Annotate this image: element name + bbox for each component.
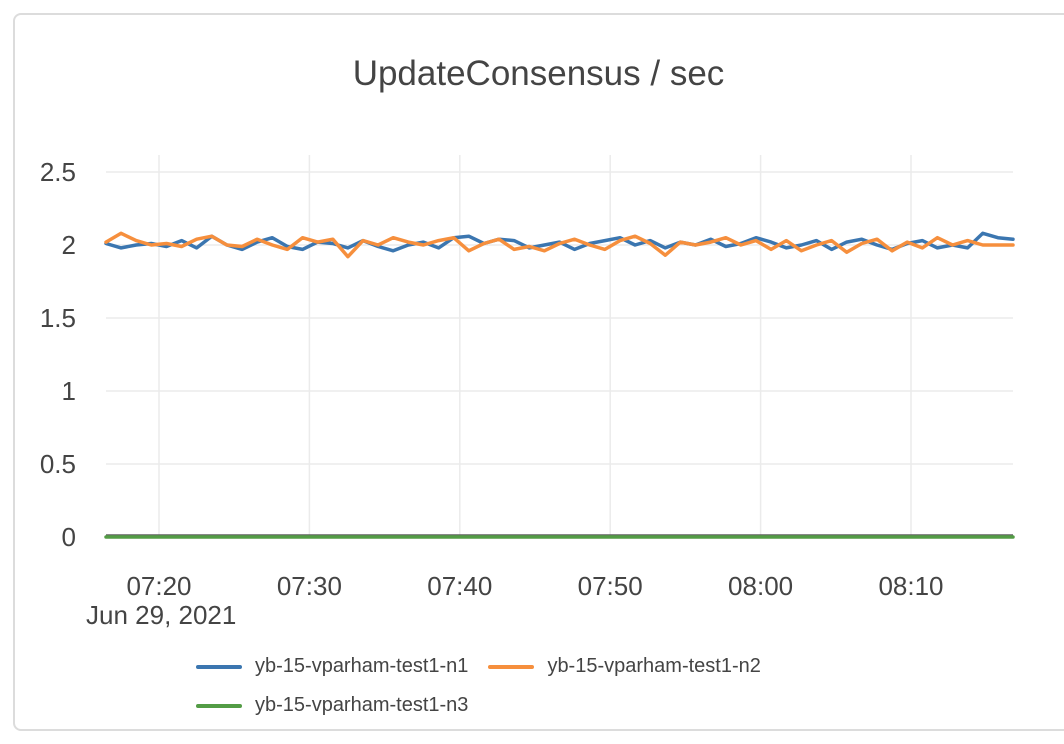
x-tick-label: 07:20	[126, 571, 192, 601]
x-tick-label: 07:40	[427, 571, 493, 601]
chart-card	[13, 13, 1064, 731]
legend-item-yb-15-vparham-test1-n2[interactable]: yb-15-vparham-test1-n2	[488, 655, 761, 678]
y-tick-label: 2	[61, 230, 76, 260]
x-tick-label: 08:10	[878, 571, 944, 601]
legend-label: yb-15-vparham-test1-n3	[255, 694, 469, 716]
legend-item-yb-15-vparham-test1-n3[interactable]: yb-15-vparham-test1-n3	[196, 694, 468, 717]
chart-title: UpdateConsensus / sec	[352, 54, 725, 93]
legend-line-swatch	[196, 703, 242, 708]
legend: yb-15-vparham-test1-n1 yb-15-vparham-test…	[196, 655, 936, 717]
y-tick-label: 1.5	[39, 303, 76, 333]
x-tick-label: 07:30	[276, 571, 342, 601]
x-tick-label: 08:00	[728, 571, 794, 601]
legend-item-yb-15-vparham-test1-n1[interactable]: yb-15-vparham-test1-n1	[196, 655, 468, 678]
x-axis-date-label: Jun 29, 2021	[86, 600, 237, 630]
y-tick-label: 0	[61, 522, 76, 552]
y-tick-label: 2.5	[39, 157, 76, 187]
y-tick-label: 1	[61, 376, 76, 406]
legend-label: yb-15-vparham-test1-n2	[547, 655, 761, 677]
legend-line-swatch	[488, 664, 535, 669]
y-tick-label: 0.5	[39, 449, 76, 479]
legend-label: yb-15-vparham-test1-n1	[255, 655, 469, 677]
legend-line-swatch	[196, 664, 242, 669]
x-tick-label: 07:50	[577, 571, 643, 601]
